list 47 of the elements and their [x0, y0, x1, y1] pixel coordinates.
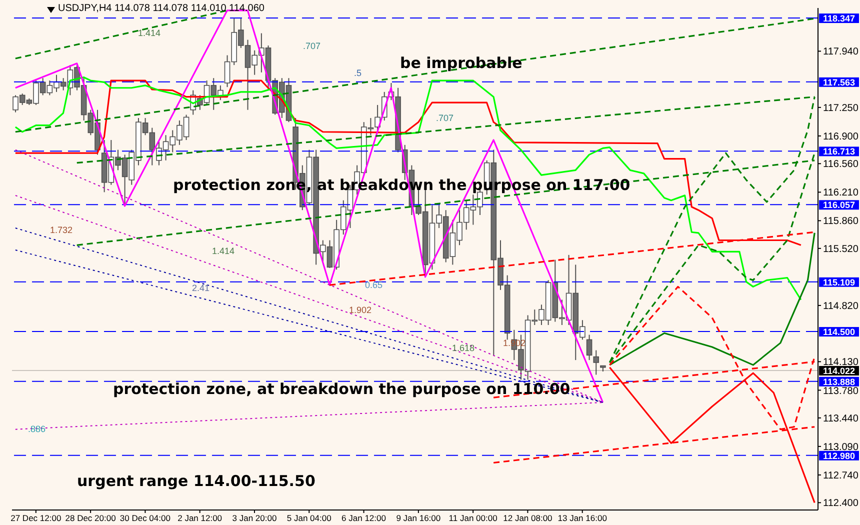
- y-tick-label: 112.400: [823, 498, 859, 510]
- ref-line-label: 113.888: [822, 376, 856, 387]
- y-tick-label: 116.210: [823, 188, 859, 199]
- x-tick-label: 30 Dec 04:00: [120, 513, 171, 524]
- x-tick-label: 13 Jan 16:00: [558, 513, 608, 524]
- y-tick-label: 113.440: [823, 413, 859, 424]
- annotation: 0.65: [365, 280, 383, 290]
- y-tick-label: 114.130: [823, 357, 859, 368]
- annotation: .707: [436, 113, 454, 123]
- ref-line-label: 112.980: [822, 450, 856, 461]
- x-tick-label: 5 Jan 04:00: [286, 513, 332, 524]
- x-tick-label: 3 Jan 20:00: [232, 513, 277, 524]
- y-tick-label: 117.250: [823, 102, 859, 114]
- x-tick-label: 11 Jan 00:00: [448, 513, 498, 524]
- annotation: 1.902: [349, 305, 372, 315]
- annotation: .707: [303, 41, 321, 51]
- ref-line-label: 116.713: [822, 146, 856, 157]
- ref-line-label: 114.500: [822, 327, 856, 338]
- x-tick-label: 28 Dec 20:00: [65, 513, 116, 524]
- ref-line-label: 115.109: [822, 277, 856, 288]
- annotation: 2.41: [192, 283, 210, 293]
- x-tick-label: 12 Jan 08:00: [503, 513, 553, 524]
- y-tick-label: 115.520: [823, 244, 859, 255]
- x-tick-label: 2 Jan 12:00: [178, 513, 222, 524]
- y-tick-label: 113.780: [823, 386, 859, 397]
- chart-title: USDJPY,H4 114.078 114.078 114.010 114.060: [58, 3, 264, 14]
- annotation: 1.732: [50, 225, 73, 235]
- x-tick-label: 27 Dec 12:00: [10, 513, 62, 524]
- y-tick-label: 116.900: [823, 131, 859, 142]
- annotation: 1.618: [452, 343, 475, 353]
- y-tick-label: 114.820: [823, 301, 859, 312]
- y-tick-label: 116.560: [823, 159, 859, 170]
- y-tick-label: 113.090: [823, 442, 859, 453]
- y-tick-label: 115.860: [823, 216, 859, 228]
- annotation: .5: [354, 68, 362, 78]
- annotation: urgent range 114.00-115.50: [77, 472, 316, 490]
- ref-line-label: 116.057: [822, 200, 856, 210]
- ref-line-label: 117.563: [822, 77, 856, 88]
- y-tick-label: 112.740: [823, 470, 859, 482]
- annotation: .886: [28, 424, 46, 434]
- ref-line-label: 118.347: [822, 14, 856, 24]
- y-tick-label: 117.940: [823, 46, 859, 58]
- ref-line-label: 114.022: [822, 366, 856, 376]
- annotation: 1.414: [138, 28, 161, 38]
- annotation: 1.414: [212, 246, 235, 256]
- x-tick-label: 9 Jan 16:00: [396, 513, 441, 524]
- x-tick-label: 6 Jan 12:00: [342, 513, 386, 524]
